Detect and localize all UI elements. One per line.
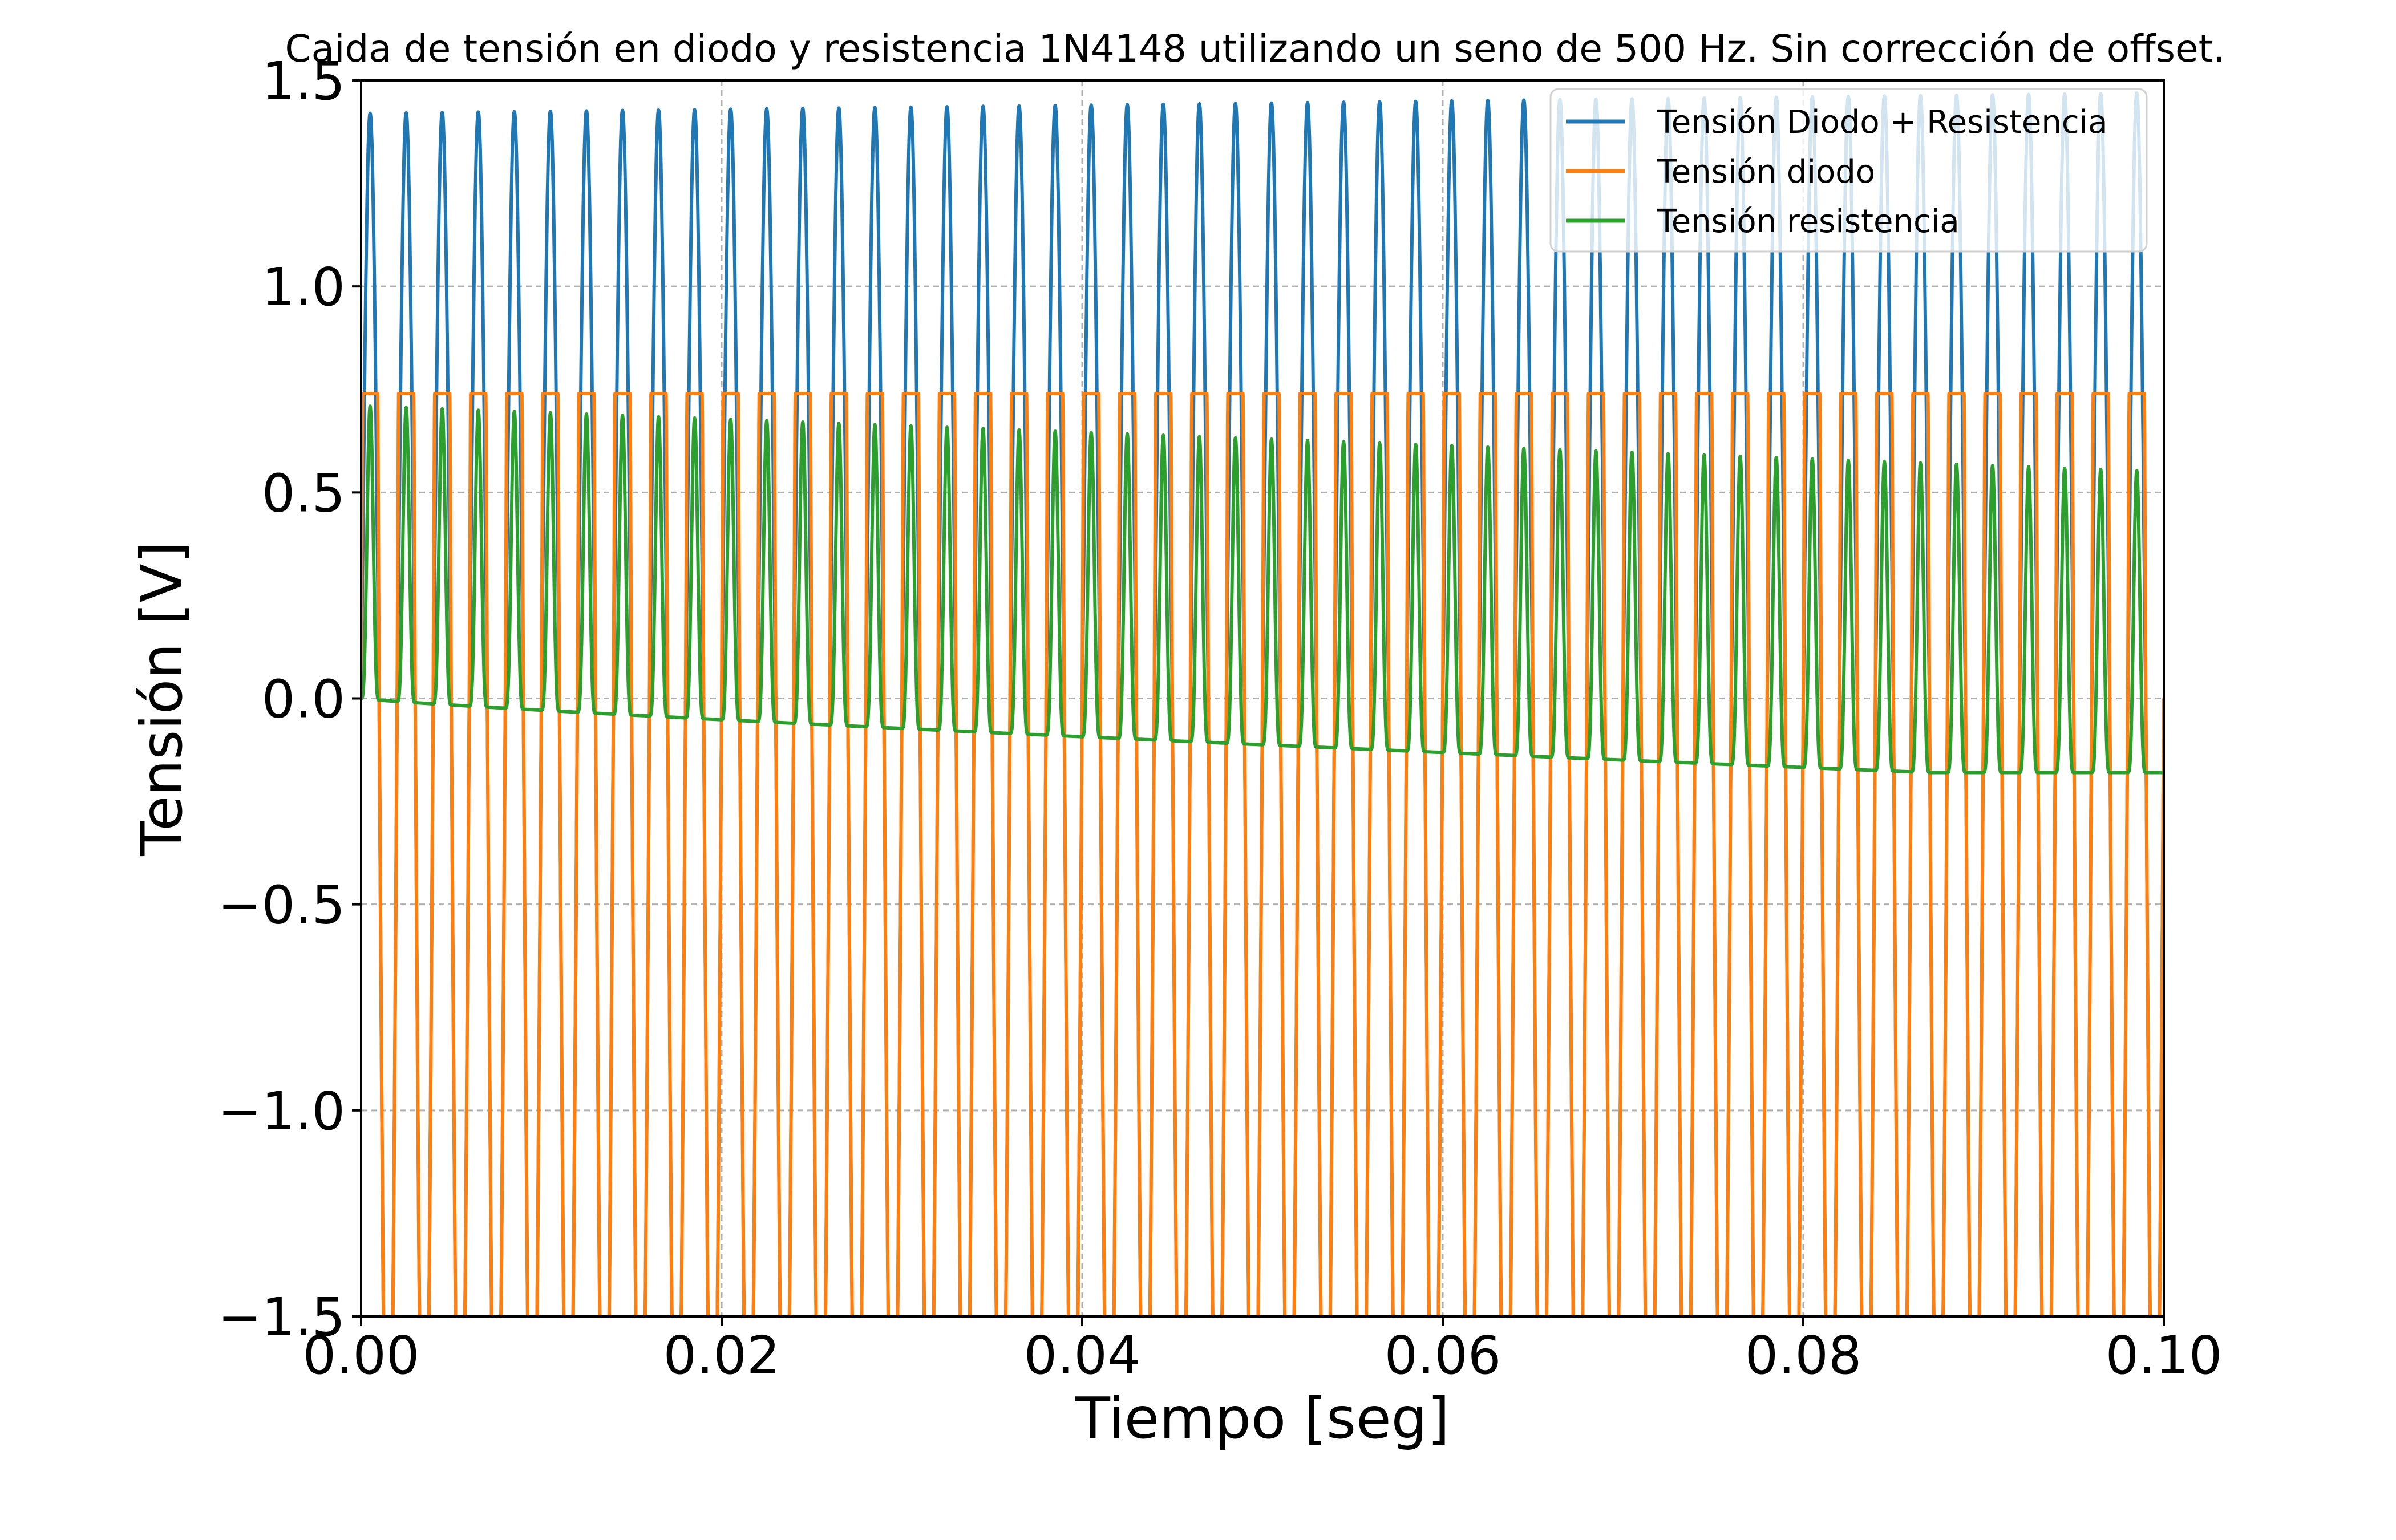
x-axis: 0.00 0.02 0.04 0.06 0.08 0.10: [303, 1316, 2223, 1386]
y-tick-label: −0.5: [218, 875, 345, 936]
x-axis-label: Tiempo [seg]: [1075, 1385, 1450, 1452]
y-tick-label: 0.5: [262, 463, 345, 524]
series-line-resistencia: [361, 404, 2164, 775]
x-tick-label: 0.10: [2106, 1325, 2223, 1386]
legend-label: Tensión diodo: [1657, 153, 1875, 191]
plot-area: [361, 91, 2164, 1316]
y-axis-label: Tensión [V]: [128, 541, 195, 857]
chart-title: Caida de tensión en diodo y resistencia …: [285, 27, 2225, 71]
legend-box: [1549, 88, 2148, 253]
legend-label: Tensión resistencia: [1657, 203, 1960, 240]
series-line-diodo: [361, 392, 2164, 1316]
x-tick-label: 0.08: [1745, 1325, 1862, 1386]
x-tick-label: 0.00: [303, 1325, 420, 1386]
y-tick-label: −1.0: [218, 1081, 345, 1142]
x-tick-label: 0.04: [1024, 1325, 1141, 1386]
x-tick-label: 0.06: [1385, 1325, 1501, 1386]
series-layer: [361, 91, 2164, 1316]
y-tick-label: 1.0: [262, 257, 345, 318]
y-tick-label: −1.5: [218, 1287, 345, 1348]
y-tick-label: 1.5: [262, 51, 345, 112]
y-axis: −1.5 −1.0 −0.5 0.0 0.5 1.0 1.5: [218, 51, 361, 1348]
legend-label: Tensión Diodo + Resistencia: [1657, 104, 2108, 141]
legend: Tensión Diodo + Resistencia Tensión diodo…: [1549, 88, 2148, 253]
y-tick-label: 0.0: [262, 669, 345, 730]
x-tick-label: 0.02: [663, 1325, 780, 1386]
grid: [361, 80, 2164, 1316]
